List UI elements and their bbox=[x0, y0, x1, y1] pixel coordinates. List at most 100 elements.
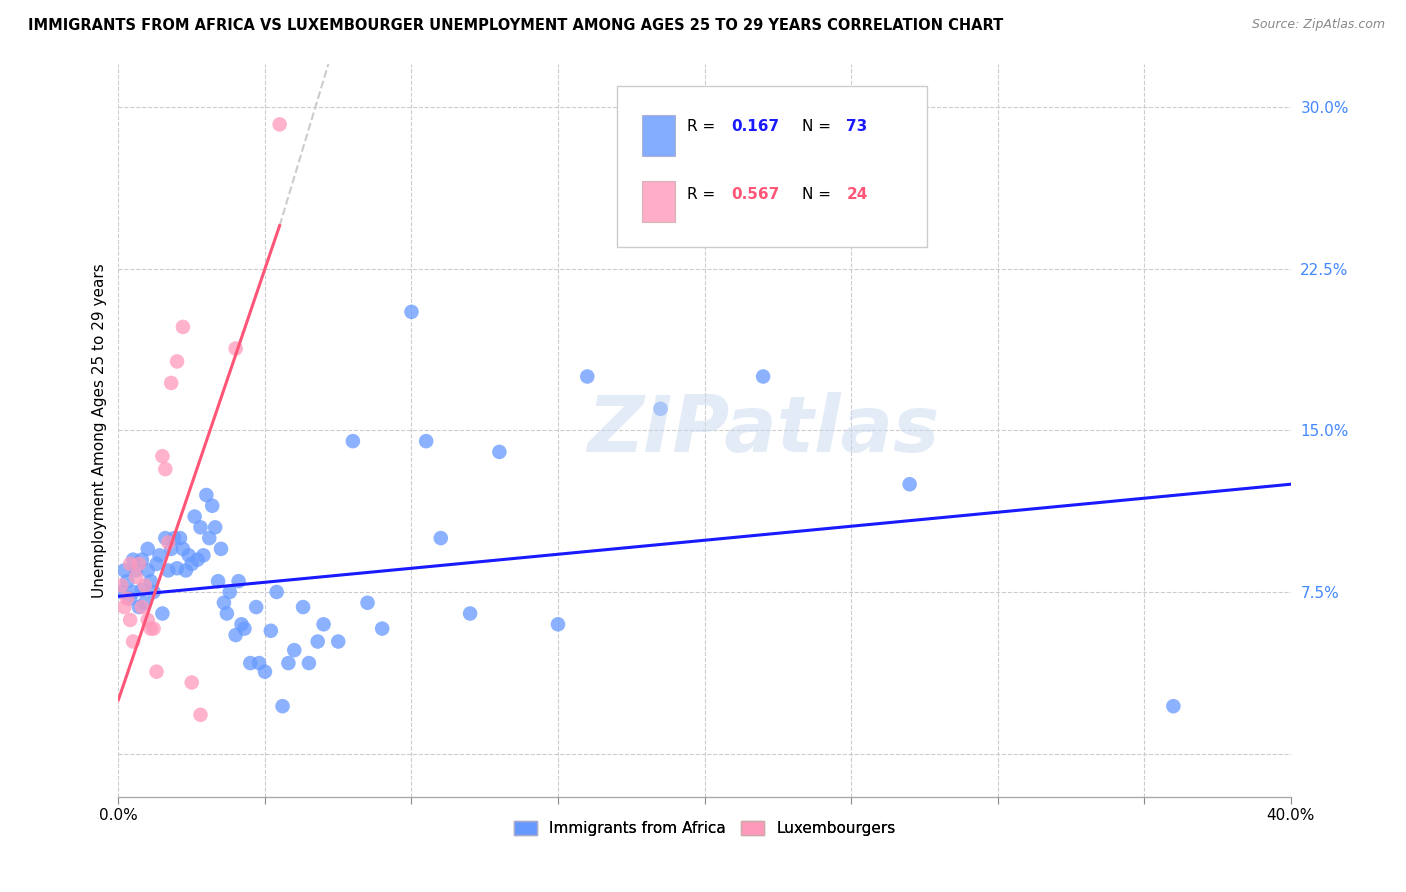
Point bbox=[136, 613, 159, 627]
Point bbox=[271, 699, 294, 714]
Point bbox=[152, 449, 174, 463]
Text: N =: N = bbox=[801, 187, 835, 202]
Point bbox=[120, 591, 142, 606]
Point bbox=[225, 342, 247, 356]
Point bbox=[233, 622, 256, 636]
Text: IMMIGRANTS FROM AFRICA VS LUXEMBOURGER UNEMPLOYMENT AMONG AGES 25 TO 29 YEARS CO: IMMIGRANTS FROM AFRICA VS LUXEMBOURGER U… bbox=[28, 18, 1004, 33]
Point bbox=[204, 520, 226, 534]
Point bbox=[180, 557, 202, 571]
Point bbox=[131, 582, 153, 597]
Point bbox=[122, 634, 145, 648]
Text: ZIPatlas: ZIPatlas bbox=[586, 392, 939, 468]
Point bbox=[155, 531, 177, 545]
Point bbox=[260, 624, 283, 638]
Point bbox=[177, 549, 200, 563]
Text: R =: R = bbox=[688, 187, 720, 202]
Point bbox=[142, 622, 165, 636]
Point bbox=[110, 578, 132, 592]
Point bbox=[201, 499, 224, 513]
Point bbox=[136, 541, 159, 556]
Point bbox=[145, 665, 167, 679]
Point bbox=[650, 401, 672, 416]
Point bbox=[239, 656, 262, 670]
Point bbox=[187, 552, 209, 566]
Point bbox=[212, 596, 235, 610]
Point bbox=[342, 434, 364, 449]
Point bbox=[172, 541, 194, 556]
Point bbox=[218, 585, 240, 599]
Point bbox=[157, 563, 180, 577]
Point bbox=[145, 557, 167, 571]
Point bbox=[458, 607, 481, 621]
Point bbox=[231, 617, 253, 632]
Point bbox=[152, 607, 174, 621]
Point bbox=[139, 574, 162, 589]
Point bbox=[312, 617, 335, 632]
Point bbox=[195, 488, 218, 502]
Point bbox=[266, 585, 288, 599]
Point bbox=[120, 557, 142, 571]
Point bbox=[228, 574, 250, 589]
Point bbox=[401, 305, 423, 319]
Point bbox=[752, 369, 775, 384]
Point bbox=[1163, 699, 1185, 714]
Point bbox=[356, 596, 378, 610]
Point bbox=[190, 707, 212, 722]
Point bbox=[547, 617, 569, 632]
Point bbox=[298, 656, 321, 670]
FancyBboxPatch shape bbox=[643, 115, 675, 155]
Point bbox=[207, 574, 229, 589]
Legend: Immigrants from Africa, Luxembourgers: Immigrants from Africa, Luxembourgers bbox=[506, 814, 903, 844]
Point bbox=[180, 675, 202, 690]
Point bbox=[115, 591, 138, 606]
Text: Source: ZipAtlas.com: Source: ZipAtlas.com bbox=[1251, 18, 1385, 31]
Point bbox=[166, 561, 188, 575]
Point bbox=[247, 656, 270, 670]
Point bbox=[269, 117, 291, 131]
Point bbox=[122, 552, 145, 566]
Text: N =: N = bbox=[801, 119, 835, 134]
Point bbox=[174, 563, 197, 577]
Point bbox=[160, 541, 183, 556]
Point bbox=[898, 477, 921, 491]
Point bbox=[183, 509, 205, 524]
Point bbox=[134, 596, 156, 610]
Text: R =: R = bbox=[688, 119, 720, 134]
Point bbox=[225, 628, 247, 642]
Point bbox=[160, 376, 183, 390]
Point bbox=[112, 600, 135, 615]
FancyBboxPatch shape bbox=[617, 86, 927, 247]
Point bbox=[136, 563, 159, 577]
Point bbox=[488, 445, 510, 459]
Point bbox=[157, 535, 180, 549]
Point bbox=[253, 665, 276, 679]
Point bbox=[172, 320, 194, 334]
Point bbox=[371, 622, 394, 636]
Point bbox=[169, 531, 191, 545]
Point bbox=[277, 656, 299, 670]
Point bbox=[148, 549, 170, 563]
Point bbox=[112, 563, 135, 577]
Text: 0.167: 0.167 bbox=[731, 119, 779, 134]
Point bbox=[576, 369, 599, 384]
Point bbox=[328, 634, 350, 648]
Point bbox=[128, 600, 150, 615]
Point bbox=[209, 541, 232, 556]
Point bbox=[292, 600, 315, 615]
Point bbox=[134, 578, 156, 592]
Point bbox=[215, 607, 238, 621]
Point bbox=[131, 600, 153, 615]
Point bbox=[128, 557, 150, 571]
Point bbox=[245, 600, 267, 615]
Point bbox=[122, 585, 145, 599]
Point bbox=[110, 585, 132, 599]
Point bbox=[415, 434, 437, 449]
Point bbox=[198, 531, 221, 545]
FancyBboxPatch shape bbox=[643, 181, 675, 221]
Point bbox=[125, 563, 148, 577]
Point bbox=[139, 622, 162, 636]
Point bbox=[283, 643, 305, 657]
Text: 0.567: 0.567 bbox=[731, 187, 780, 202]
Text: 24: 24 bbox=[846, 187, 868, 202]
Point bbox=[125, 570, 148, 584]
